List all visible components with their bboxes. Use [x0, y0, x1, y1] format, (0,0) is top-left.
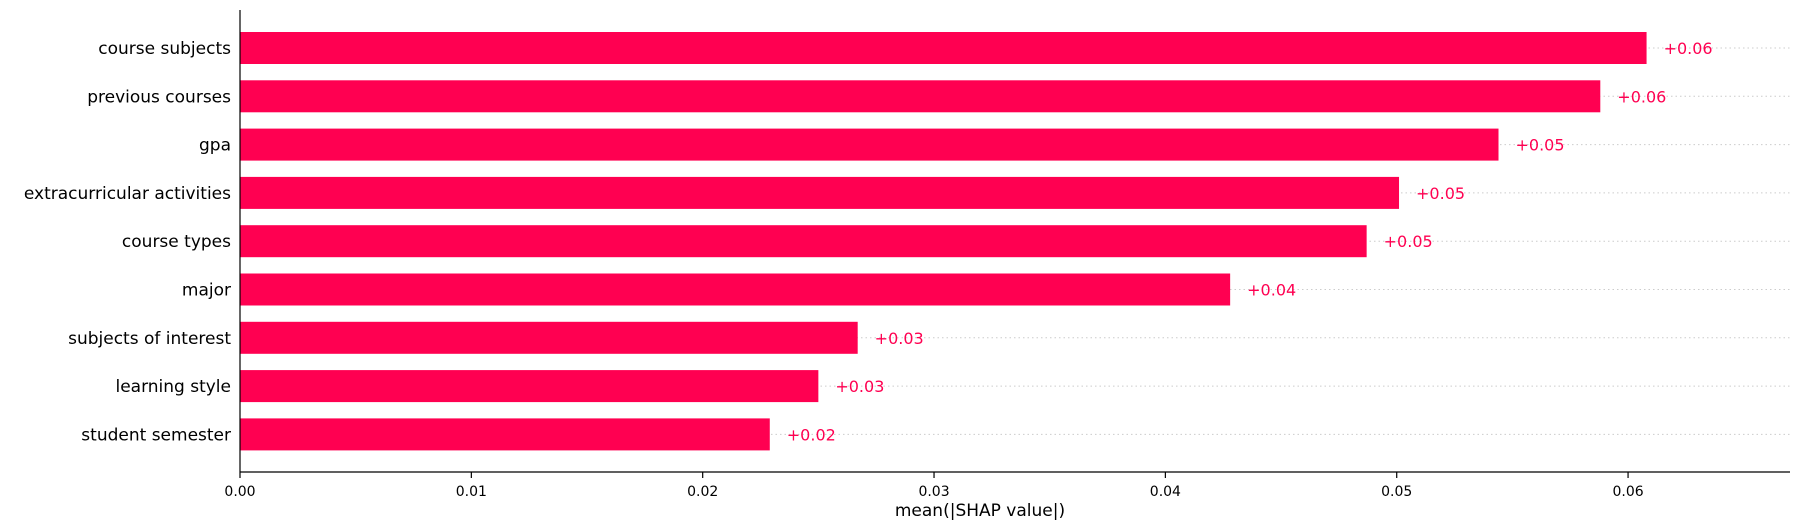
bar: [240, 321, 858, 354]
x-tick-label: 0.04: [1150, 484, 1181, 500]
x-tick-label: 0.05: [1381, 484, 1412, 500]
bars: [240, 32, 1647, 451]
value-label: +0.03: [835, 377, 884, 396]
category-label: gpa: [199, 136, 231, 156]
category-label: course subjects: [98, 39, 231, 59]
value-label: +0.05: [1384, 232, 1433, 251]
bar: [240, 32, 1647, 64]
bar: [240, 418, 770, 451]
bar: [240, 273, 1231, 306]
value-label: +0.03: [875, 329, 924, 348]
x-ticks: 0.00 0.01 0.02 0.03 0.04 0.05 0.06: [224, 472, 1644, 500]
value-label: +0.05: [1516, 136, 1565, 155]
x-axis-title: mean(|SHAP value|): [895, 501, 1065, 521]
x-tick-label: 0.06: [1612, 484, 1643, 500]
category-label: student semester: [81, 425, 231, 445]
value-label: +0.06: [1664, 39, 1713, 58]
bar: [240, 370, 819, 403]
bar: [240, 128, 1499, 161]
x-tick-label: 0.00: [224, 484, 255, 500]
category-label: major: [182, 281, 231, 301]
value-label: +0.02: [787, 425, 836, 444]
bar: [240, 176, 1400, 209]
category-label: extracurricular activities: [24, 184, 231, 204]
category-label: learning style: [115, 377, 231, 397]
category-label: subjects of interest: [68, 329, 231, 349]
value-labels: +0.06 +0.06 +0.05 +0.05 +0.05 +0.04 +0.03 +0.03…: [787, 39, 1713, 444]
category-labels: course subjects previous courses gpa extrac…: [24, 39, 231, 445]
bar: [240, 225, 1367, 258]
value-label: +0.05: [1416, 184, 1465, 203]
value-label: +0.04: [1247, 281, 1296, 300]
x-tick-label: 0.01: [456, 484, 487, 500]
x-tick-label: 0.03: [918, 484, 949, 500]
x-tick-label: 0.02: [687, 484, 718, 500]
category-label: previous courses: [87, 87, 231, 107]
bar: [240, 80, 1601, 113]
value-label: +0.06: [1617, 87, 1666, 106]
category-label: course types: [122, 232, 231, 252]
